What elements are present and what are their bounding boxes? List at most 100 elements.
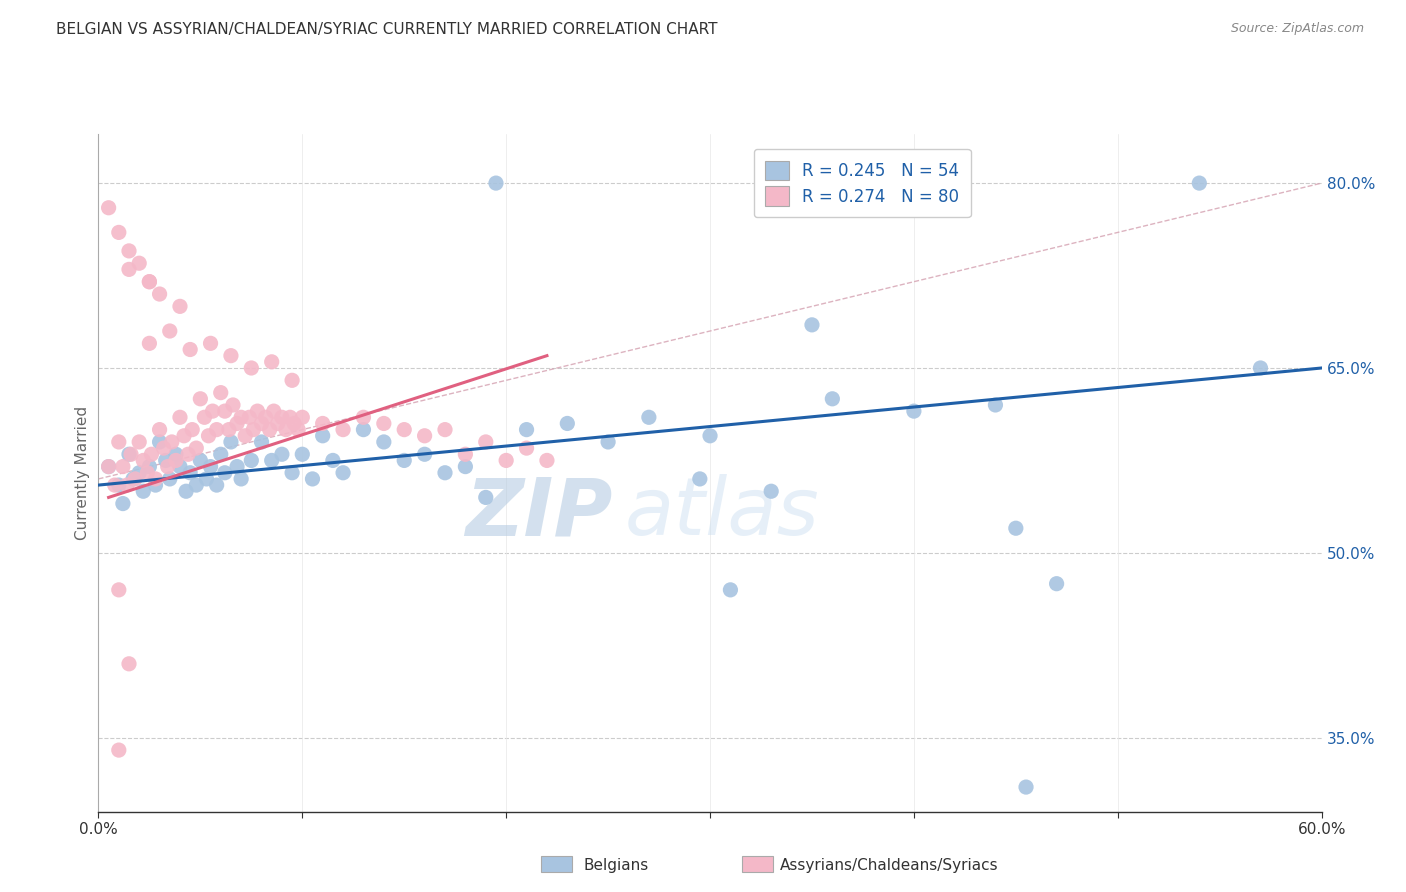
Point [200, 336, 222, 351]
Bar [541, 856, 572, 872]
Point [238, 410, 260, 425]
Text: atlas: atlas [624, 475, 820, 552]
Point [231, 472, 253, 486]
Point [218, 423, 240, 437]
Point [160, 434, 183, 449]
Point [108, 434, 131, 449]
Point [201, 404, 224, 418]
Point [159, 324, 181, 338]
Point [278, 410, 301, 425]
Point [174, 484, 197, 499]
Point [104, 478, 127, 492]
Point [801, 318, 824, 332]
Point [188, 392, 212, 406]
Point [136, 466, 159, 480]
Point [149, 434, 172, 449]
Legend: R = 0.245   N = 54, R = 0.274   N = 80: R = 0.245 N = 54, R = 0.274 N = 80 [754, 149, 970, 218]
Point [332, 466, 354, 480]
Point [270, 447, 294, 461]
Point [287, 423, 309, 437]
Point [392, 423, 416, 437]
Point [128, 256, 150, 270]
Point [214, 404, 236, 418]
Point [115, 478, 138, 492]
Point [259, 423, 281, 437]
Point [281, 466, 304, 480]
Point [156, 459, 179, 474]
Point [132, 453, 155, 467]
Point [118, 262, 141, 277]
Point [222, 398, 245, 412]
Point [179, 343, 201, 357]
Point [291, 447, 314, 461]
Point [332, 423, 354, 437]
Bar [742, 856, 773, 872]
Point [97, 459, 120, 474]
Point [516, 441, 538, 455]
Point [159, 472, 181, 486]
Point [254, 410, 277, 425]
Point [250, 434, 273, 449]
Point [219, 349, 242, 363]
Point [108, 478, 131, 492]
Point [413, 429, 436, 443]
Point [169, 410, 191, 425]
Point [413, 447, 436, 461]
Point [108, 582, 131, 597]
Point [233, 429, 256, 443]
Point [181, 423, 204, 437]
Point [392, 453, 416, 467]
Point [240, 453, 263, 467]
Point [149, 287, 172, 301]
Point [242, 423, 264, 437]
Point [118, 447, 141, 461]
Point [118, 244, 141, 258]
Point [169, 459, 191, 474]
Point [108, 226, 131, 240]
Point [186, 441, 208, 455]
Point [312, 429, 335, 443]
Point [1045, 576, 1069, 591]
Point [120, 447, 142, 461]
Point [1188, 176, 1211, 190]
Point [128, 434, 150, 449]
Point [761, 484, 783, 499]
Text: ZIP: ZIP [465, 475, 612, 552]
Point [474, 434, 498, 449]
Point [984, 398, 1007, 412]
Point [231, 410, 253, 425]
Point [145, 472, 167, 486]
Point [128, 466, 150, 480]
Point [454, 447, 477, 461]
Point [97, 201, 120, 215]
Point [122, 472, 145, 486]
Point [270, 410, 294, 425]
Point [219, 434, 242, 449]
Point [108, 743, 131, 757]
Point [197, 429, 219, 443]
Point [263, 404, 285, 418]
Point [699, 429, 721, 443]
Point [246, 404, 269, 418]
Point [373, 417, 395, 431]
Point [209, 447, 232, 461]
Point [138, 275, 160, 289]
Point [322, 453, 344, 467]
Point [165, 447, 187, 461]
Point [557, 417, 579, 431]
Point [188, 453, 212, 467]
Point [152, 441, 174, 455]
Point [260, 453, 283, 467]
Point [260, 355, 283, 369]
Point [200, 459, 222, 474]
Point [132, 484, 155, 499]
Point [111, 459, 134, 474]
Point [516, 423, 538, 437]
Point [1004, 521, 1026, 535]
Point [312, 417, 335, 431]
Point [97, 459, 120, 474]
Point [495, 453, 517, 467]
Point [598, 434, 620, 449]
Point [689, 472, 711, 486]
Point [141, 447, 163, 461]
